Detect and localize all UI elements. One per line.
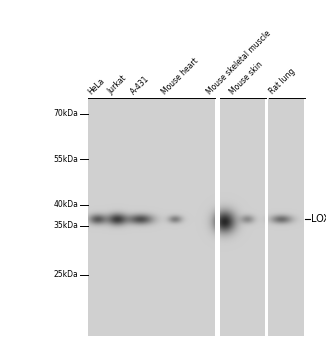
Text: LOX: LOX (311, 214, 326, 224)
Bar (269, 98, 305, 336)
Text: Mouse skin: Mouse skin (228, 60, 264, 96)
Text: Mouse heart: Mouse heart (160, 56, 200, 96)
Bar (88, 98, 215, 336)
Text: A-431: A-431 (129, 74, 151, 96)
Bar (220, 98, 266, 336)
Text: 35kDa: 35kDa (53, 221, 78, 230)
Text: Mouse skeletal muscle: Mouse skeletal muscle (205, 29, 273, 96)
Text: 55kDa: 55kDa (53, 155, 78, 164)
Text: 70kDa: 70kDa (53, 109, 78, 118)
Text: 40kDa: 40kDa (53, 200, 78, 209)
Text: Jurkat: Jurkat (106, 74, 128, 96)
Text: HeLa: HeLa (86, 76, 107, 96)
Text: Rat lung: Rat lung (267, 67, 297, 96)
Text: 25kDa: 25kDa (53, 270, 78, 279)
